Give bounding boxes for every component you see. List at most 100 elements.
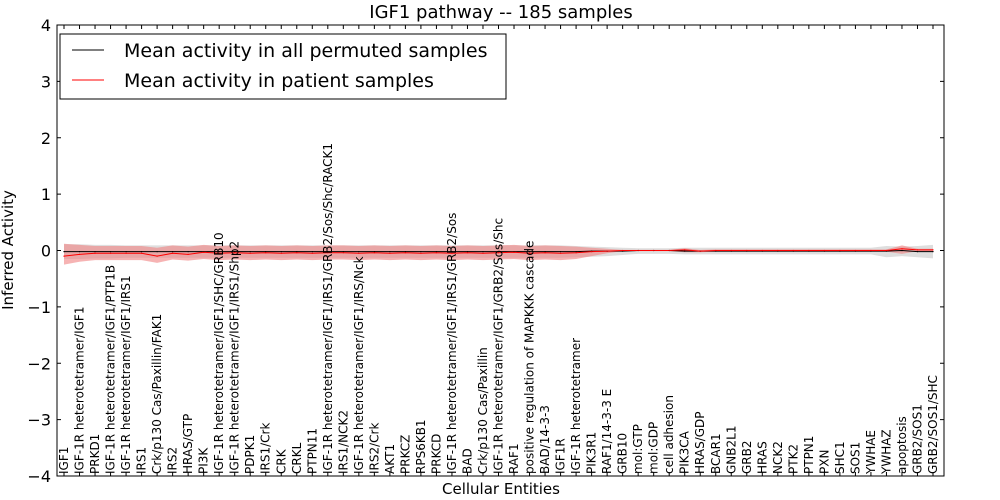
data-point-patient xyxy=(327,252,329,254)
x-tick-label: CRKL xyxy=(290,442,304,474)
x-tick-label: PTK2 xyxy=(786,444,800,474)
x-tick-label: mol:GTP xyxy=(631,424,645,474)
x-tick-label: Crk/p130 Cas/Paxillin/FAK1 xyxy=(150,314,164,474)
x-tick-label: AKT1 xyxy=(383,444,397,474)
data-point-permuted xyxy=(78,251,81,253)
data-point-patient xyxy=(870,249,872,252)
x-tick-label: IGF-1R heterotetramer/IGF1/IRS1/GRB2/Sos xyxy=(445,213,459,474)
data-point-permuted xyxy=(249,251,251,253)
x-tick-label: GRB2/SOS1/SHC xyxy=(926,375,940,474)
data-point-patient xyxy=(916,249,919,251)
data-point-patient xyxy=(94,252,96,254)
data-point-permuted xyxy=(280,251,282,253)
data-point-permuted xyxy=(497,251,500,253)
x-tick-label: HRAS xyxy=(755,441,769,474)
data-point-patient xyxy=(482,252,484,254)
data-point-patient xyxy=(497,252,500,254)
data-point-permuted xyxy=(435,251,437,253)
x-tick-label: GRB10 xyxy=(616,433,630,474)
data-point-patient xyxy=(668,249,670,252)
plot-frame xyxy=(56,24,945,477)
data-point-permuted xyxy=(311,251,313,253)
x-tick-label: IGF1R xyxy=(554,438,568,474)
data-point-permuted xyxy=(265,251,267,253)
data-point-permuted xyxy=(373,251,375,253)
data-point-patient xyxy=(78,253,81,255)
x-tick-label: BCAR1 xyxy=(709,433,723,474)
data-point-patient xyxy=(435,252,437,254)
data-point-patient xyxy=(684,249,686,251)
x-tick-label: PRKCD xyxy=(429,434,443,474)
data-point-permuted xyxy=(125,251,127,253)
x-tick-label: PDPK1 xyxy=(243,435,257,474)
data-point-patient xyxy=(808,249,810,252)
data-point-patient xyxy=(746,249,748,252)
data-point-permuted xyxy=(342,251,344,253)
data-point-patient xyxy=(839,249,841,252)
x-tick-label: PIK3CA xyxy=(678,430,692,474)
data-point-patient xyxy=(110,252,112,254)
data-point-patient xyxy=(172,252,174,254)
y-tick-label: −1 xyxy=(27,298,51,317)
y-tick-label: −3 xyxy=(27,411,51,430)
data-point-patient xyxy=(265,252,267,254)
data-point-permuted xyxy=(575,251,577,253)
x-tick-label: IGF1 xyxy=(57,447,71,474)
data-point-patient xyxy=(141,252,143,254)
data-point-patient xyxy=(280,252,282,254)
data-point-permuted xyxy=(544,251,546,253)
x-tick-label: PI3K xyxy=(197,447,211,474)
x-tick-label: PIK3R1 xyxy=(585,432,599,474)
x-tick-label: IGF-1R heterotetramer/IGF1/IRS1/GRB2/Sos… xyxy=(321,143,335,474)
data-point-patient xyxy=(234,252,236,254)
data-point-patient xyxy=(560,252,562,254)
x-tick-label: GRB2/SOS1 xyxy=(911,404,925,474)
data-point-permuted xyxy=(234,251,236,253)
data-point-patient xyxy=(901,248,903,250)
x-tick-label: RPS6KB1 xyxy=(414,419,428,474)
x-tick-label: SHC1 xyxy=(833,441,847,474)
data-point-permuted xyxy=(466,251,469,253)
x-tick-label: PRKCZ xyxy=(398,435,412,474)
x-tick-label: IGF-1R heterotetramer/IGF1/IRS1 xyxy=(119,275,133,474)
x-tick-label: NCK2 xyxy=(771,441,785,474)
data-point-patient xyxy=(854,249,857,252)
data-point-patient xyxy=(606,250,608,252)
data-point-patient xyxy=(528,252,531,254)
x-tick-label: PXN xyxy=(817,450,831,474)
data-point-permuted xyxy=(110,251,112,253)
data-point-permuted xyxy=(94,251,96,253)
data-point-permuted xyxy=(218,251,220,253)
legend-box xyxy=(59,33,507,100)
x-tick-label: IRS1/NCK2 xyxy=(336,410,350,474)
y-axis: −4 −3 −2 −1 0 1 2 3 4 xyxy=(27,16,944,486)
data-point-patient xyxy=(125,252,127,254)
data-point-permuted xyxy=(389,251,391,253)
data-point-permuted xyxy=(404,251,406,253)
data-point-permuted xyxy=(156,251,158,253)
x-tick-label: GNB2L1 xyxy=(724,426,738,474)
data-point-patient xyxy=(823,249,826,252)
x-tick-label: YWHAE xyxy=(864,430,878,475)
data-point-permuted xyxy=(296,251,298,253)
data-point-patient xyxy=(203,251,205,253)
data-point-permuted xyxy=(451,251,453,253)
confidence-band-patient xyxy=(64,243,933,265)
x-tick-label: IGF-1R heterotetramer/IGF1/IRS/Nck xyxy=(352,256,366,474)
x-tick-label: YWHAZ xyxy=(879,429,893,475)
data-point-patient xyxy=(777,249,779,252)
data-point-patient xyxy=(218,252,220,254)
data-point-permuted xyxy=(172,251,174,253)
data-point-permuted xyxy=(916,251,919,253)
legend-label-patient: Mean activity in patient samples xyxy=(124,70,434,92)
data-point-patient xyxy=(513,251,515,253)
x-tick-label: RAF1 xyxy=(507,443,521,474)
x-tick-label: IRS2/Crk xyxy=(367,423,381,474)
data-point-patient xyxy=(311,252,313,254)
x-tick-label: PTPN1 xyxy=(802,436,816,474)
x-tick-label: CRK xyxy=(274,448,288,474)
data-point-patient xyxy=(637,249,639,252)
data-point-patient xyxy=(699,250,701,252)
x-tick-label: BAD xyxy=(461,448,475,474)
data-point-permuted xyxy=(684,250,686,252)
